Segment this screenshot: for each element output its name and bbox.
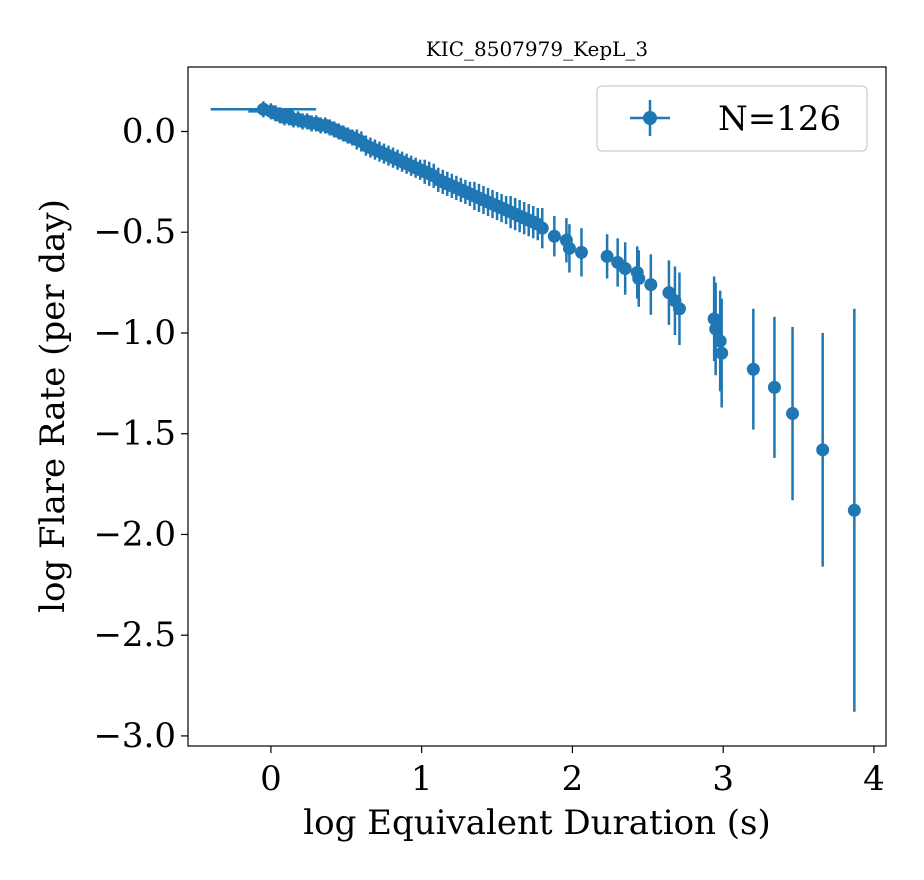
data-point <box>707 312 721 326</box>
x-tick-label: 3 <box>712 759 734 799</box>
x-tick-label: 2 <box>562 759 584 799</box>
chart-title: KIC_8507979_KepL_3 <box>426 37 648 61</box>
data-point <box>600 249 614 263</box>
y-axis-label: log Flare Rate (per day) <box>33 199 73 613</box>
data-layer <box>210 101 861 712</box>
y-tick-label: −1.5 <box>93 414 176 454</box>
x-tick-label: 1 <box>411 759 433 799</box>
y-axis: 0.0 −0.5 −1.0 −1.5 −2.0 −2.5 −3.0 <box>93 111 188 756</box>
y-tick-label: 0.0 <box>122 111 176 151</box>
legend-box <box>596 85 868 152</box>
legend-marker <box>643 111 657 125</box>
y-tick-label: −1.0 <box>93 313 176 353</box>
data-point <box>562 241 576 255</box>
data-point <box>786 407 800 421</box>
x-tick-label: 0 <box>260 759 282 799</box>
x-axis: 0 1 2 3 4 <box>260 746 885 799</box>
data-point <box>847 503 861 517</box>
legend: N=126 <box>596 85 868 152</box>
plot-frame <box>187 66 887 747</box>
y-tick-label: −2.5 <box>93 615 176 655</box>
data-point <box>713 334 727 348</box>
data-point <box>547 229 561 243</box>
data-point <box>816 443 830 457</box>
data-point <box>746 362 760 376</box>
data-point <box>715 346 729 360</box>
x-tick-label: 4 <box>863 759 885 799</box>
legend-label: N=126 <box>718 99 841 139</box>
data-point <box>644 278 658 292</box>
data-point <box>618 261 632 275</box>
y-tick-label: −2.0 <box>93 514 176 554</box>
y-tick-label: −3.0 <box>93 716 176 756</box>
data-point <box>709 322 723 336</box>
data-point <box>574 245 588 259</box>
y-tick-label: −0.5 <box>93 212 176 252</box>
x-axis-label: log Equivalent Duration (s) <box>303 803 770 843</box>
data-point <box>535 221 549 235</box>
data-point <box>672 302 686 316</box>
data-point <box>632 272 646 286</box>
data-point <box>767 380 781 394</box>
